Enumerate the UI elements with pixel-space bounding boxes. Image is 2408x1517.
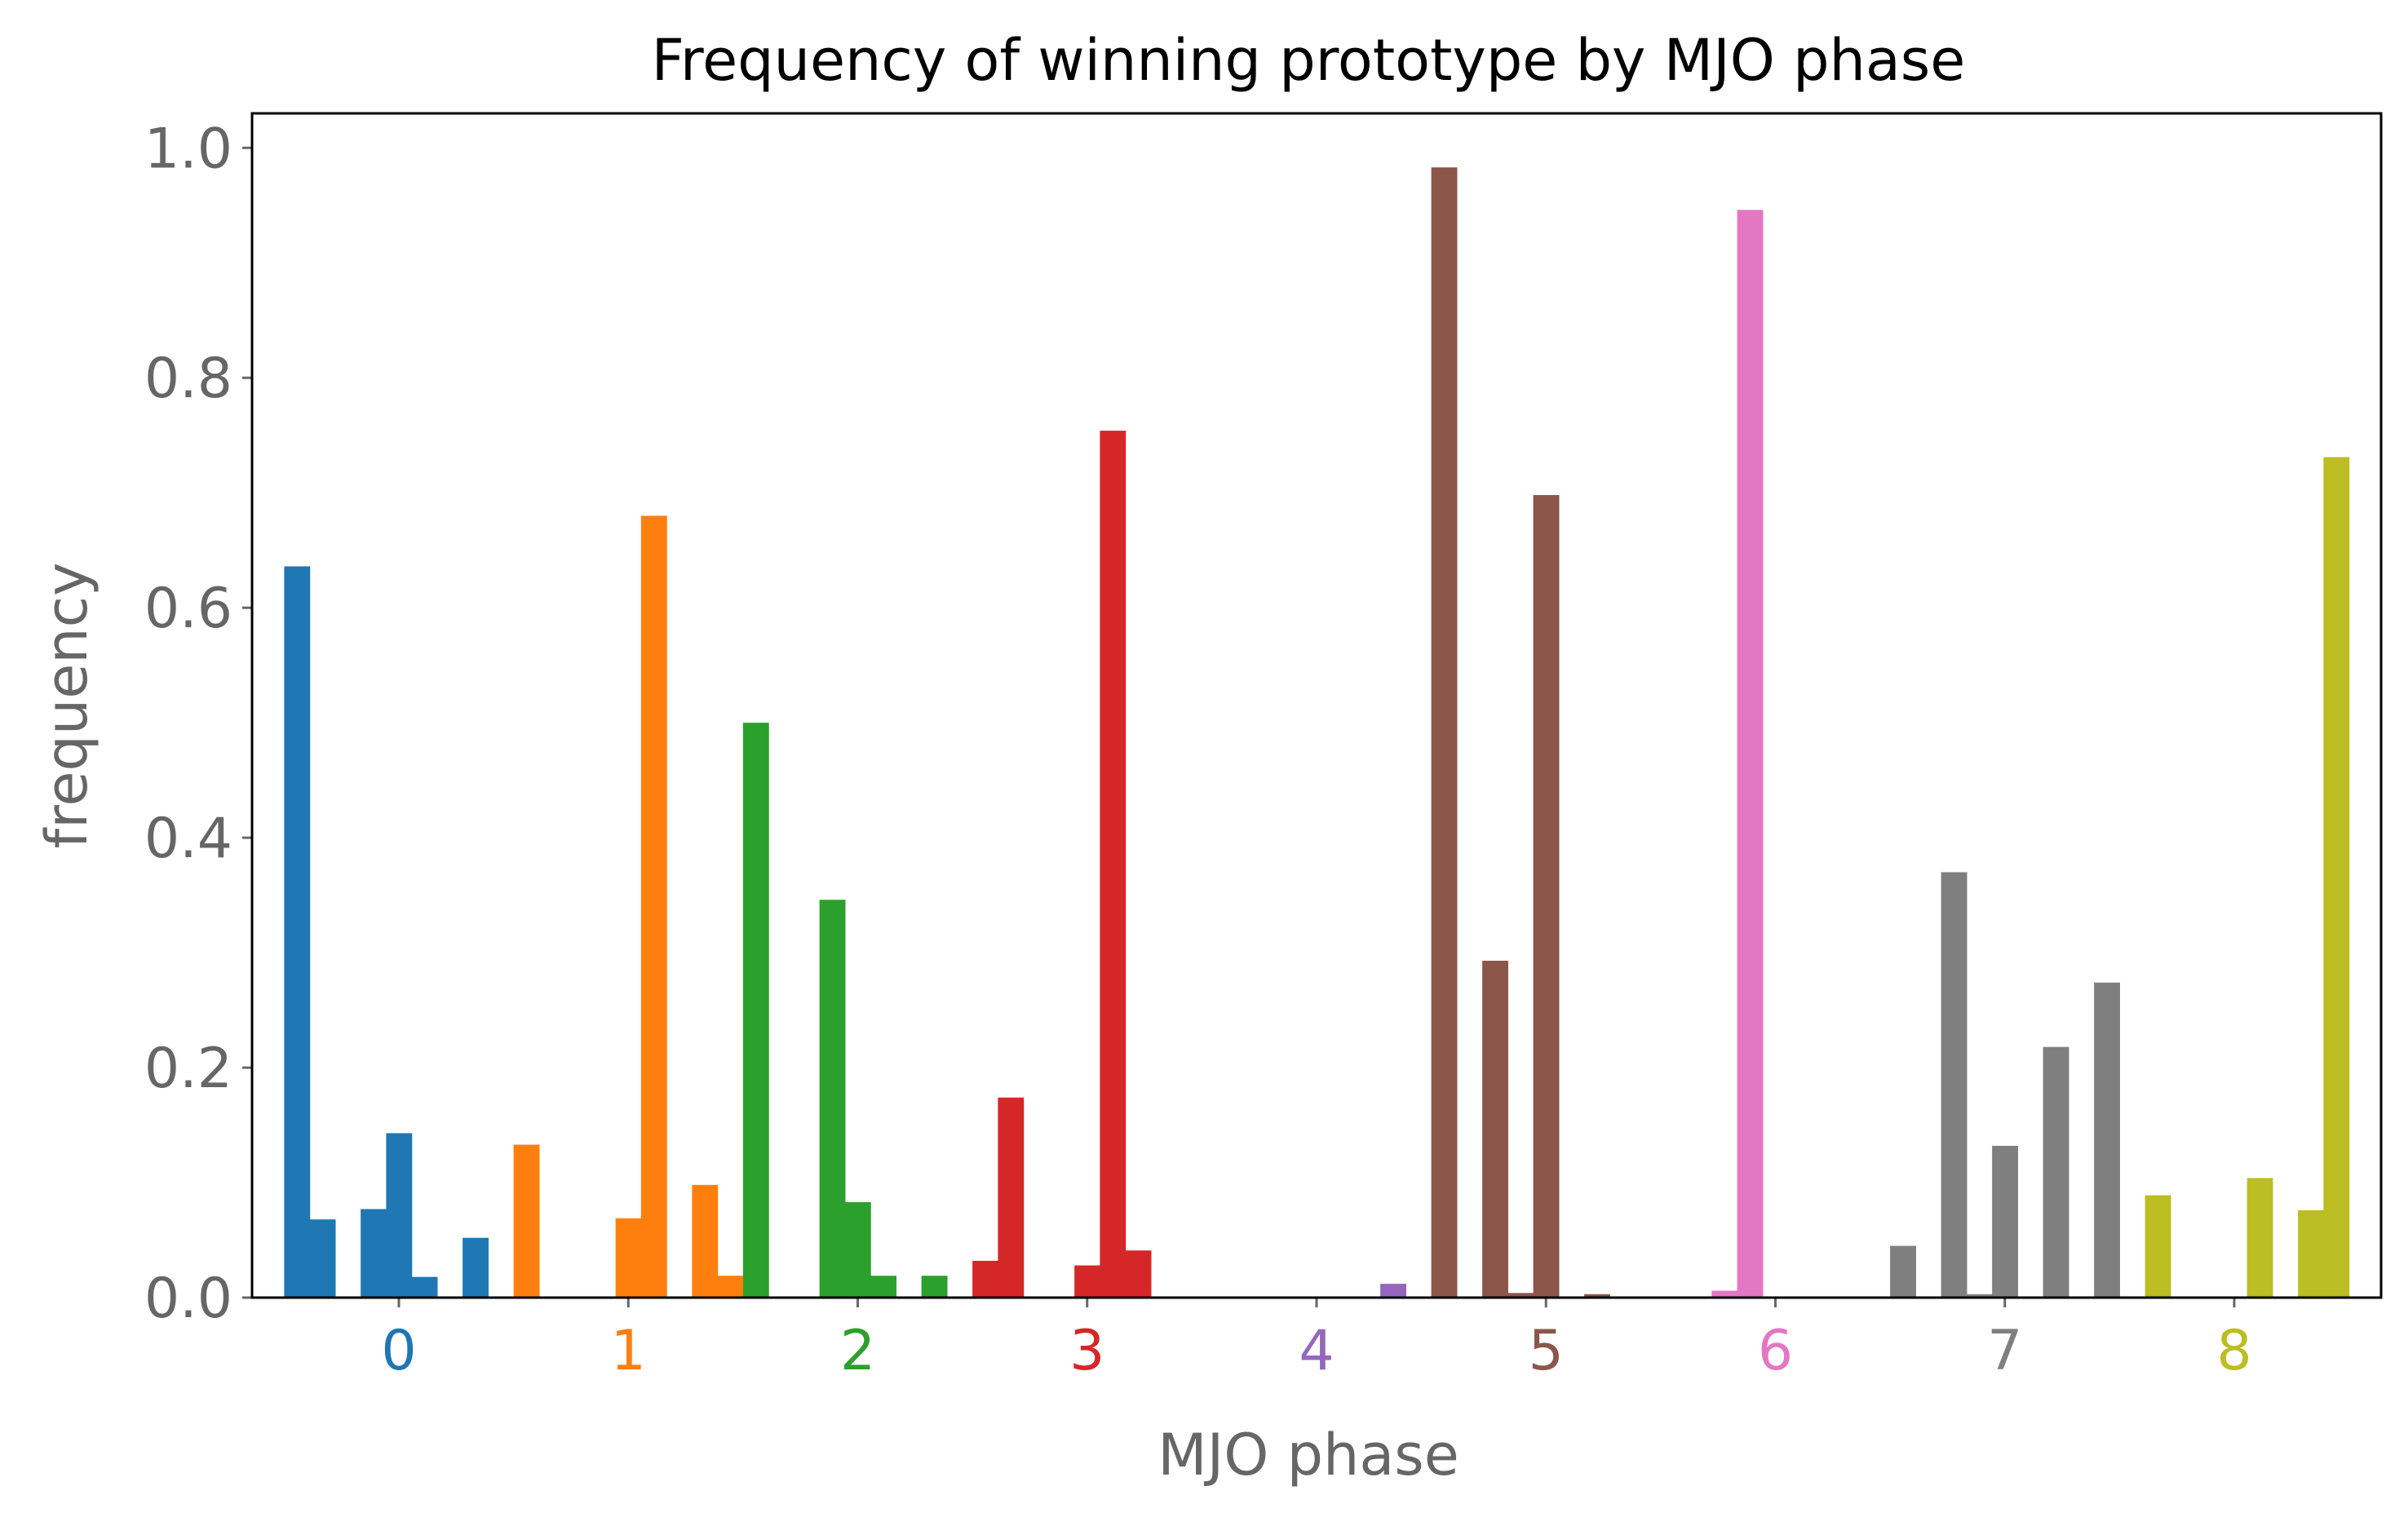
bar-phase-3-4 — [1074, 1265, 1100, 1298]
x-tick-label: 6 — [1758, 1319, 1793, 1383]
bar-phase-3-0 — [972, 1260, 998, 1298]
bar-phase-0-3 — [361, 1209, 387, 1298]
y-tick-label: 0.4 — [144, 807, 232, 871]
y-tick-label: 0.6 — [144, 577, 232, 641]
bar-phase-1-5 — [640, 515, 667, 1298]
bar-phase-5-3 — [1507, 1293, 1534, 1298]
bar-phase-4-7 — [1380, 1284, 1406, 1298]
bar-phase-5-0 — [1431, 167, 1458, 1298]
bar-phase-1-7 — [692, 1184, 719, 1298]
bars-group — [284, 167, 2350, 1298]
x-tick-label: 3 — [1069, 1319, 1104, 1383]
x-tick-label: 0 — [381, 1319, 416, 1383]
bar-phase-0-4 — [386, 1133, 413, 1298]
plot-frame — [250, 112, 2383, 1299]
bar-phase-7-3 — [1966, 1294, 1993, 1298]
bar-phase-1-4 — [615, 1218, 642, 1298]
bar-phase-0-0 — [284, 566, 311, 1298]
bar-phase-1-0 — [513, 1144, 540, 1298]
bar-phase-2-5 — [870, 1276, 896, 1298]
bar-phase-8-8 — [2323, 457, 2350, 1298]
bar-phase-2-4 — [844, 1201, 871, 1298]
bar-phase-8-1 — [2145, 1195, 2171, 1298]
x-tick-label: 5 — [1529, 1319, 1564, 1383]
x-axis: 0 1 2 3 4 5 6 7 8 — [381, 1298, 2252, 1383]
y-tick-label: 0.0 — [144, 1267, 232, 1331]
y-tick-label: 0.2 — [144, 1037, 232, 1101]
bar-phase-3-1 — [998, 1097, 1025, 1298]
bar-phase-8-5 — [2246, 1178, 2273, 1298]
y-tick-label: 0.8 — [144, 347, 232, 411]
bar-phase-0-7 — [463, 1237, 489, 1298]
x-tick-label: 2 — [840, 1319, 875, 1383]
bar-phase-0-5 — [411, 1276, 438, 1298]
x-tick-label: 4 — [1299, 1319, 1334, 1383]
chart-title: Frequency of winning prototype by MJO ph… — [652, 27, 1966, 94]
y-tick-label: 1.0 — [144, 117, 232, 181]
bar-phase-7-8 — [2094, 982, 2120, 1298]
x-tick-label: 8 — [2216, 1319, 2251, 1383]
x-axis-label: MJO phase — [1158, 1422, 1459, 1488]
bar-phase-0-1 — [309, 1219, 336, 1298]
bar-phase-6-3 — [1737, 210, 1764, 1298]
bar-phase-3-6 — [1125, 1250, 1152, 1298]
bar-phase-8-7 — [2298, 1210, 2324, 1298]
bar-phase-2-7 — [921, 1276, 948, 1298]
bar-phase-5-4 — [1533, 495, 1560, 1298]
y-axis: 0.0 0.2 0.4 0.6 0.8 1.0 — [144, 117, 252, 1331]
bar-phase-7-6 — [2043, 1046, 2069, 1298]
bar-phase-2-3 — [819, 900, 846, 1298]
y-axis-label: frequency — [33, 562, 100, 848]
bar-phase-5-2 — [1482, 960, 1508, 1298]
bar-phase-7-4 — [1992, 1145, 2018, 1298]
bar-phase-1-8 — [717, 1276, 744, 1298]
bar-phase-5-6 — [1584, 1294, 1610, 1298]
x-tick-label: 7 — [1987, 1319, 2022, 1383]
bar-phase-7-2 — [1941, 872, 1968, 1298]
bar-phase-6-2 — [1711, 1290, 1738, 1298]
bar-phase-7-0 — [1890, 1245, 1916, 1298]
bar-phase-3-5 — [1100, 431, 1127, 1298]
x-tick-label: 1 — [611, 1319, 646, 1383]
bar-phase-2-0 — [742, 723, 769, 1298]
